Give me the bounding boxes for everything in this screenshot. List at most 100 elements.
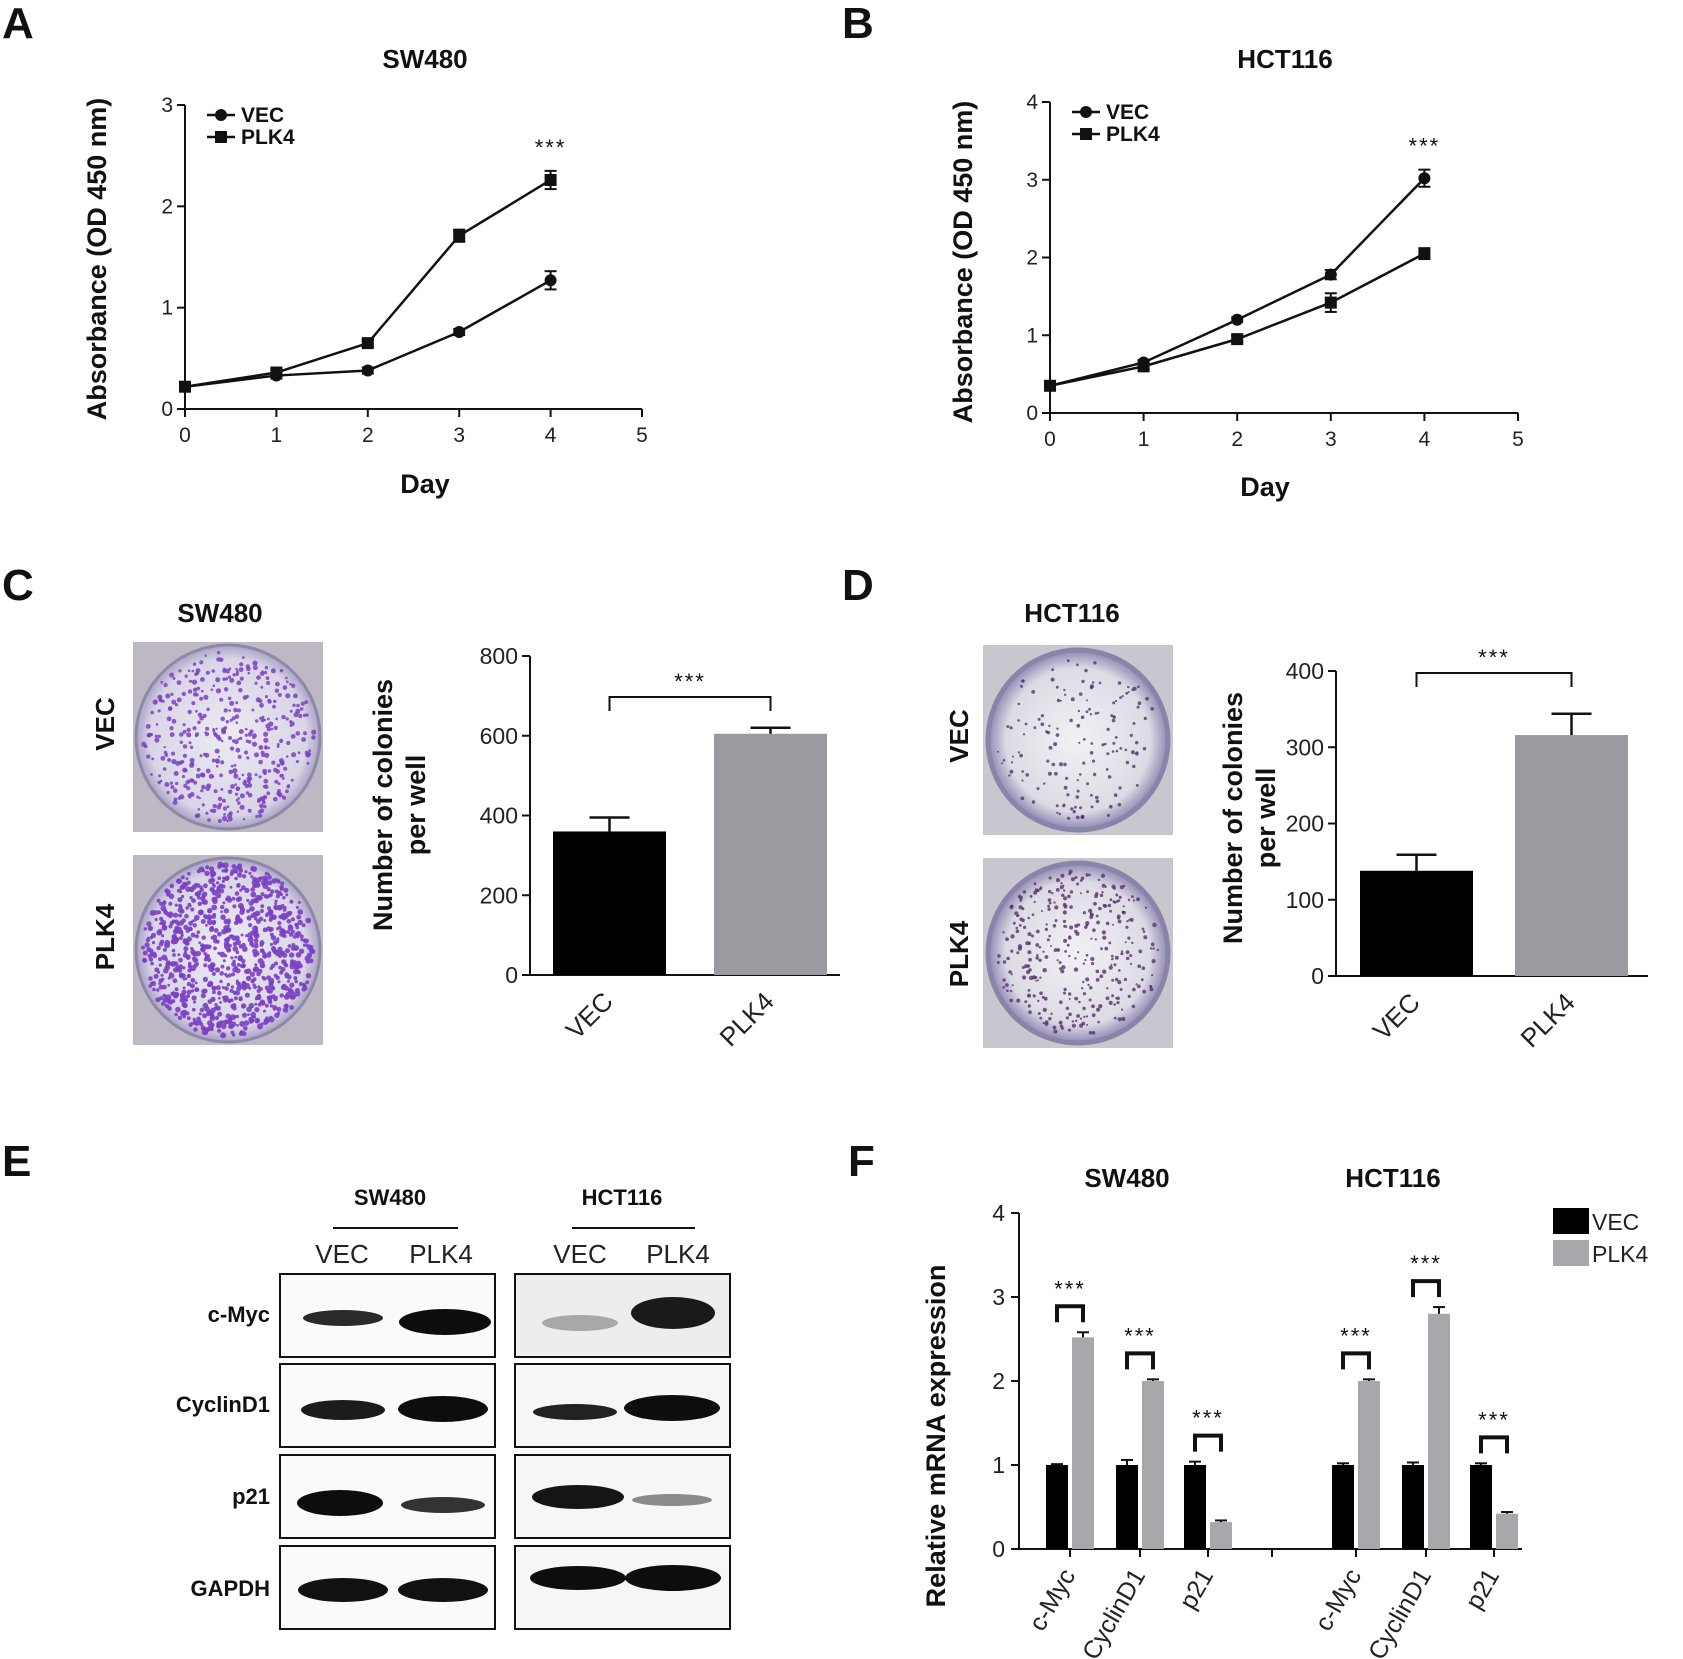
colony-dot [222, 901, 226, 905]
colony-dot [224, 986, 229, 991]
colony-dot [266, 791, 271, 796]
colony-dot [248, 923, 253, 928]
colony-dot [269, 932, 274, 937]
chart-b-legend-marker [1080, 128, 1092, 140]
colony-dot [1037, 979, 1040, 982]
colony-dot [1040, 714, 1044, 718]
colony-dot [1035, 929, 1040, 934]
colony-dot [211, 904, 218, 911]
chart-f-group-title-hct116: HCT116 [1345, 1163, 1440, 1193]
colony-dot [304, 700, 309, 704]
colony-dot [241, 1012, 248, 1018]
colony-dot [1114, 955, 1119, 960]
colony-dot [213, 789, 218, 794]
chart-b-legend-label-vec: VEC [1106, 101, 1149, 124]
colony-dot [1085, 953, 1089, 957]
colony-dot [222, 677, 226, 681]
colony-dot [1035, 979, 1038, 982]
colony-dot [202, 914, 208, 919]
colony-dot [281, 777, 285, 780]
chart-f-significance: *** [1478, 1407, 1510, 1432]
colony-dot [1112, 923, 1115, 926]
colony-dot [295, 731, 301, 736]
colony-dot [228, 709, 231, 712]
colony-dot [267, 875, 272, 880]
colony-dot [273, 996, 278, 1002]
colony-dot [1058, 961, 1062, 964]
colony-dot [258, 759, 263, 765]
colony-dot [265, 1016, 269, 1021]
colony-dot [1099, 974, 1104, 979]
colony-dot [292, 703, 296, 707]
colony-dot [1068, 1012, 1072, 1017]
colony-dot [291, 683, 296, 689]
colony-dot [171, 948, 176, 953]
colony-dot [203, 752, 207, 757]
colony-dot [239, 909, 245, 915]
colony-dot [260, 892, 265, 897]
colony-dot [1088, 1031, 1093, 1035]
colony-dot [150, 932, 157, 939]
colony-dot [1074, 923, 1079, 928]
colony-dot [1062, 884, 1065, 887]
colony-dot [266, 887, 271, 892]
colony-dot [285, 676, 288, 680]
colony-dot [215, 734, 221, 740]
colony-dot [1066, 793, 1070, 797]
colony-dot [1063, 889, 1066, 892]
colony-dot [311, 735, 316, 740]
colony-dot [1060, 969, 1065, 974]
panel-label-d: D [842, 561, 874, 610]
colony-dot [279, 669, 284, 673]
colony-dot [277, 792, 283, 798]
colony-dot [161, 699, 165, 703]
colony-dot [262, 951, 266, 956]
colony-dot [263, 919, 267, 922]
colony-dot [1005, 937, 1009, 941]
colony-dot [1145, 696, 1149, 701]
colony-dot [1069, 905, 1073, 909]
colony-dot [255, 815, 259, 819]
colony-dot [1015, 929, 1020, 934]
colony-dot [229, 872, 234, 876]
colony-dot [239, 964, 244, 968]
colony-dot [1022, 733, 1026, 736]
colony-dot [242, 818, 246, 821]
colony-dot [1132, 899, 1135, 902]
colony-dot [1141, 927, 1145, 931]
colony-dot [248, 986, 252, 990]
colony-dot [1106, 813, 1110, 817]
colony-dot [302, 943, 307, 947]
colony-dot [1124, 941, 1127, 944]
colony-dot [1091, 1013, 1096, 1018]
colony-dot [211, 877, 215, 881]
colony-dot [1089, 912, 1093, 915]
colony-dot [221, 986, 225, 990]
colony-dot [175, 993, 179, 997]
colony-dot [258, 745, 264, 750]
colony-dot [186, 727, 191, 733]
colony-dot [244, 783, 249, 789]
colony-dot [237, 963, 241, 967]
colony-dot [1059, 762, 1063, 767]
colony-dot [263, 778, 269, 784]
colony-dot [1105, 768, 1109, 771]
colony-dot [1115, 893, 1119, 897]
colony-dot [1121, 1008, 1124, 1011]
colony-dot [273, 796, 278, 802]
colony-dot [143, 744, 148, 749]
colony-dot [1062, 919, 1067, 924]
colony-dot [286, 740, 291, 746]
colony-dot [1065, 925, 1068, 928]
colony-dot [202, 976, 208, 983]
colony-dot [1092, 772, 1097, 777]
colony-dot [238, 777, 241, 781]
colony-dot [239, 736, 243, 741]
colony-dot [302, 983, 307, 988]
colony-dot [1090, 956, 1095, 962]
colony-dot [195, 693, 199, 697]
chart-c-sw480-colonies: Number of colonies per well 0 200 400 600 80… [368, 643, 840, 1052]
colony-dot [1127, 685, 1130, 689]
colony-dot [229, 677, 235, 683]
colony-dot [282, 1007, 289, 1013]
